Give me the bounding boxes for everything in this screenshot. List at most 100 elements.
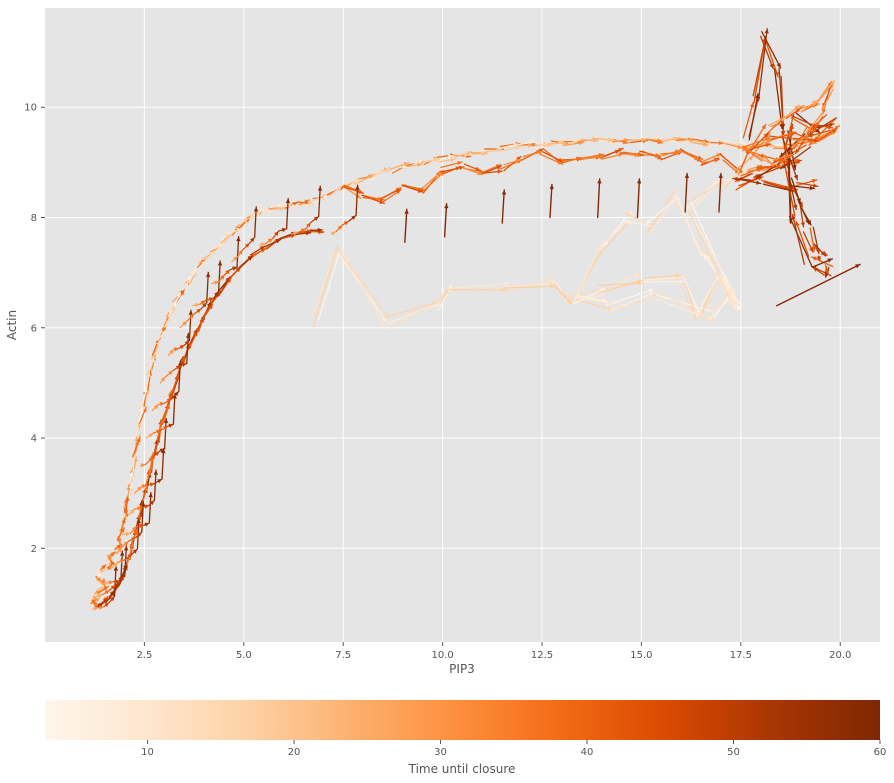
arrow-head: [157, 479, 162, 484]
arrow-shaft: [318, 185, 321, 218]
arrow: [179, 320, 188, 329]
arrow-shaft: [807, 117, 837, 136]
arrow: [342, 179, 360, 186]
arrow: [598, 279, 644, 293]
arrow-head: [93, 595, 98, 601]
arrow-head: [179, 345, 185, 350]
arrow: [522, 150, 544, 158]
arrow-head: [137, 486, 142, 491]
arrow-head: [113, 566, 118, 571]
arrow-shaft: [791, 213, 805, 265]
arrow-head: [195, 302, 200, 308]
arrow: [108, 551, 116, 559]
arrow: [112, 579, 120, 584]
arrow-head: [313, 216, 319, 221]
arrow-head: [732, 176, 738, 181]
arrow-head: [624, 219, 630, 224]
arrow: [781, 104, 800, 122]
arrow: [118, 575, 126, 582]
arrow: [640, 279, 685, 284]
arrow: [644, 273, 682, 279]
arrow: [795, 178, 818, 187]
arrow: [164, 313, 173, 328]
arrow-head: [226, 233, 231, 239]
arrow: [193, 308, 202, 315]
arrow-head: [382, 317, 387, 323]
arrow-head: [434, 157, 440, 163]
arrow-head: [96, 572, 101, 578]
arrow: [183, 339, 191, 346]
arrow: [171, 390, 180, 400]
arrow-head: [148, 492, 153, 498]
arrow-head: [99, 569, 105, 574]
arrow: [99, 569, 106, 574]
arrow-head: [447, 154, 453, 160]
arrow-head: [148, 457, 154, 462]
arrow-head: [830, 81, 835, 86]
arrow: [278, 227, 288, 233]
arrow: [156, 329, 167, 341]
arrow-head: [829, 122, 834, 127]
arrow-head: [637, 178, 642, 184]
arrow: [748, 93, 760, 141]
arrow: [684, 172, 690, 213]
arrow-head: [516, 158, 521, 163]
arrow-head: [599, 243, 604, 249]
arrow-head: [353, 179, 359, 184]
arrow: [579, 249, 600, 293]
arrow-head: [180, 359, 185, 365]
colorbar: [45, 700, 880, 740]
arrow: [242, 242, 251, 251]
arrow: [718, 172, 723, 213]
arrow: [503, 155, 522, 172]
arrow: [695, 274, 720, 318]
arrow-head: [110, 552, 115, 557]
arrow-head: [170, 305, 175, 311]
arrow-head: [794, 143, 799, 149]
arrow: [143, 522, 150, 527]
arrow-shaft: [689, 200, 736, 301]
arrow-head: [403, 162, 409, 167]
arrow-head: [250, 237, 255, 243]
arrow-head: [95, 590, 101, 595]
arrow: [471, 151, 488, 157]
arrow: [779, 146, 812, 170]
arrow-head: [125, 496, 130, 501]
arrow: [518, 140, 536, 146]
arrow-shaft: [752, 36, 767, 97]
arrow-shaft: [148, 492, 152, 524]
arrow-head: [127, 553, 133, 559]
arrow-head: [575, 139, 580, 144]
arrow: [229, 266, 238, 271]
arrow: [121, 540, 130, 548]
arrow-shaft: [447, 283, 511, 289]
arrow-head: [285, 198, 291, 204]
x-axis-ticks: 2.5 5.0 7.5 10.0 12.5 15.0 17.5 20.0: [136, 642, 851, 661]
arrow-head: [791, 214, 796, 220]
arrow-shaft: [687, 209, 731, 300]
arrow: [785, 107, 802, 119]
arrow: [272, 230, 280, 240]
arrow: [144, 456, 154, 465]
arrow-head: [417, 188, 423, 193]
arrow: [295, 231, 312, 236]
arrow-head: [796, 159, 802, 164]
y-tick-label: 10: [24, 103, 37, 114]
arrow: [148, 492, 153, 524]
arrow-shaft: [750, 123, 767, 150]
arrow-head: [167, 313, 172, 319]
arrow: [505, 280, 557, 288]
arrow-head: [139, 420, 144, 426]
arrow-head: [189, 313, 195, 319]
arrow-head: [168, 370, 173, 376]
arrow-head: [182, 321, 187, 326]
arrow: [108, 590, 116, 600]
arrow-head: [466, 151, 472, 156]
arrow: [788, 185, 816, 191]
arrow-head: [199, 317, 204, 323]
arrow-shaft: [507, 277, 555, 293]
arrow: [440, 287, 450, 303]
arrow-shaft: [795, 220, 810, 258]
arrow: [690, 141, 709, 147]
arrow: [218, 274, 226, 283]
